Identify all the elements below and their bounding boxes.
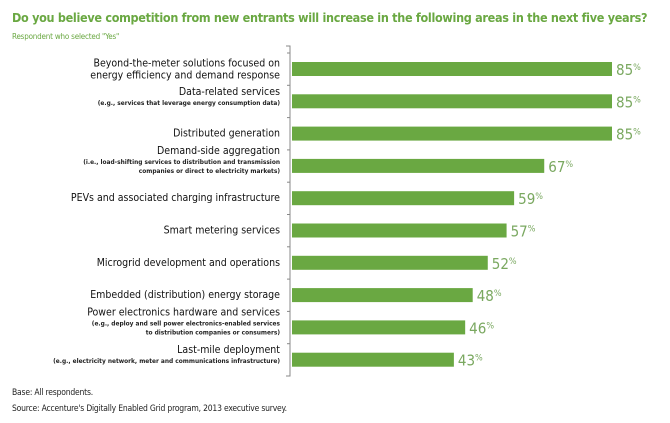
category-label: Smart metering services: [164, 225, 280, 237]
value-label: 59%: [518, 190, 543, 208]
bar: [292, 62, 612, 76]
category-note: to distribution companies or consumers): [146, 328, 281, 336]
category-label: energy efficiency and demand response: [90, 70, 280, 82]
bar: [292, 126, 612, 141]
chart-subtitle: Respondent who selected "Yes": [12, 32, 120, 41]
value-label: 85%: [616, 93, 641, 111]
category-note: (e.g., services that leverage energy con…: [98, 99, 281, 107]
category-label: Microgrid development and operations: [97, 257, 280, 269]
footnote-base: Base: All respondents.: [12, 388, 93, 398]
bar: [292, 158, 545, 173]
category-label: Distributed generation: [173, 128, 280, 140]
value-label: 85%: [616, 61, 641, 79]
category-label: Beyond-the-meter solutions focused on: [94, 58, 281, 70]
bar: [292, 94, 612, 109]
category-note: (i.e., load-shifting services to distrib…: [83, 158, 280, 166]
axis-line: [286, 45, 291, 377]
category-label: Last-mile deployment: [177, 344, 280, 356]
value-label: 46%: [469, 319, 494, 337]
value-label: 48%: [477, 287, 502, 305]
bar: [292, 352, 454, 367]
category-label: Data-related services: [179, 86, 280, 98]
bar: [292, 288, 473, 303]
bar: [292, 320, 466, 335]
value-label: 57%: [511, 223, 536, 241]
bar: [292, 191, 515, 206]
category-note: (e.g., electricity network, meter and co…: [53, 357, 280, 365]
category-label: Power electronics hardware and services: [87, 306, 280, 318]
category-label: PEVs and associated charging infrastruct…: [71, 192, 280, 204]
category-label: Demand-side aggregation: [157, 145, 280, 157]
value-label: 43%: [458, 352, 483, 370]
bar: [292, 223, 507, 238]
category-note: (e.g., deploy and sell power electronics…: [92, 319, 281, 327]
category-note: companies or direct to electricity marke…: [139, 167, 281, 175]
footnote-source: Source: Accenture's Digitally Enabled Gr…: [12, 404, 287, 414]
bar: [292, 255, 488, 270]
value-label: 52%: [492, 255, 517, 273]
value-label: 85%: [616, 126, 641, 144]
value-label: 67%: [548, 158, 573, 176]
chart-title: Do you believe competition from new entr…: [12, 10, 648, 25]
category-label: Embedded (distribution) energy storage: [90, 289, 280, 301]
